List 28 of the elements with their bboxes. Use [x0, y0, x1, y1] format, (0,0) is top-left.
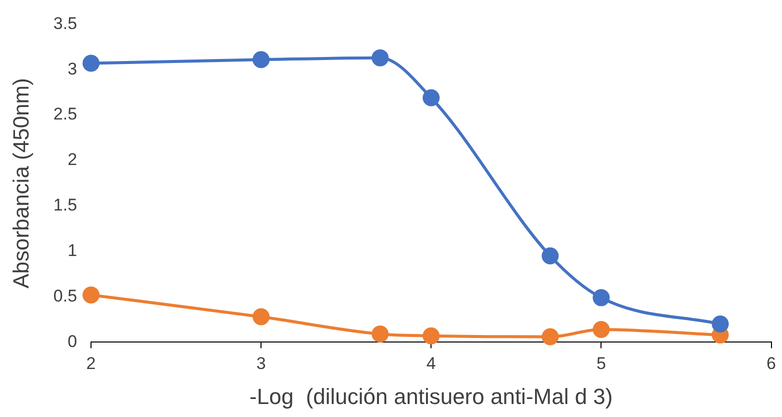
point — [712, 316, 729, 333]
y-tick-label: 2 — [68, 150, 78, 170]
point — [542, 247, 559, 264]
y-tick-label: 1.5 — [53, 196, 78, 215]
point — [252, 308, 270, 326]
point — [82, 286, 100, 304]
x-tick-label: 4 — [426, 354, 436, 374]
y-axis-title: Absorbancia (450nm) — [8, 78, 34, 288]
y-tick-label: 2.5 — [53, 104, 78, 124]
x-tick-label: 3 — [256, 354, 266, 374]
y-tick-label: 3 — [68, 59, 78, 78]
y-tick-label: 0.5 — [53, 286, 78, 306]
point — [542, 328, 559, 346]
point — [252, 51, 270, 68]
x-tick-label: 5 — [596, 354, 606, 374]
point — [422, 327, 440, 344]
x-tick-label: 2 — [86, 354, 96, 374]
y-tick-label: 3.5 — [53, 14, 78, 33]
y-tick-label: 0 — [68, 332, 78, 351]
point — [372, 49, 389, 66]
x-tick-label: 6 — [766, 354, 776, 374]
y-tick-label: 1 — [68, 241, 78, 260]
point — [592, 289, 610, 306]
point — [592, 320, 610, 338]
point — [82, 54, 100, 72]
x-axis-title: -Log (dilución antisuero anti-Mal d 3) — [250, 384, 613, 409]
point — [422, 89, 440, 106]
point — [372, 326, 389, 343]
